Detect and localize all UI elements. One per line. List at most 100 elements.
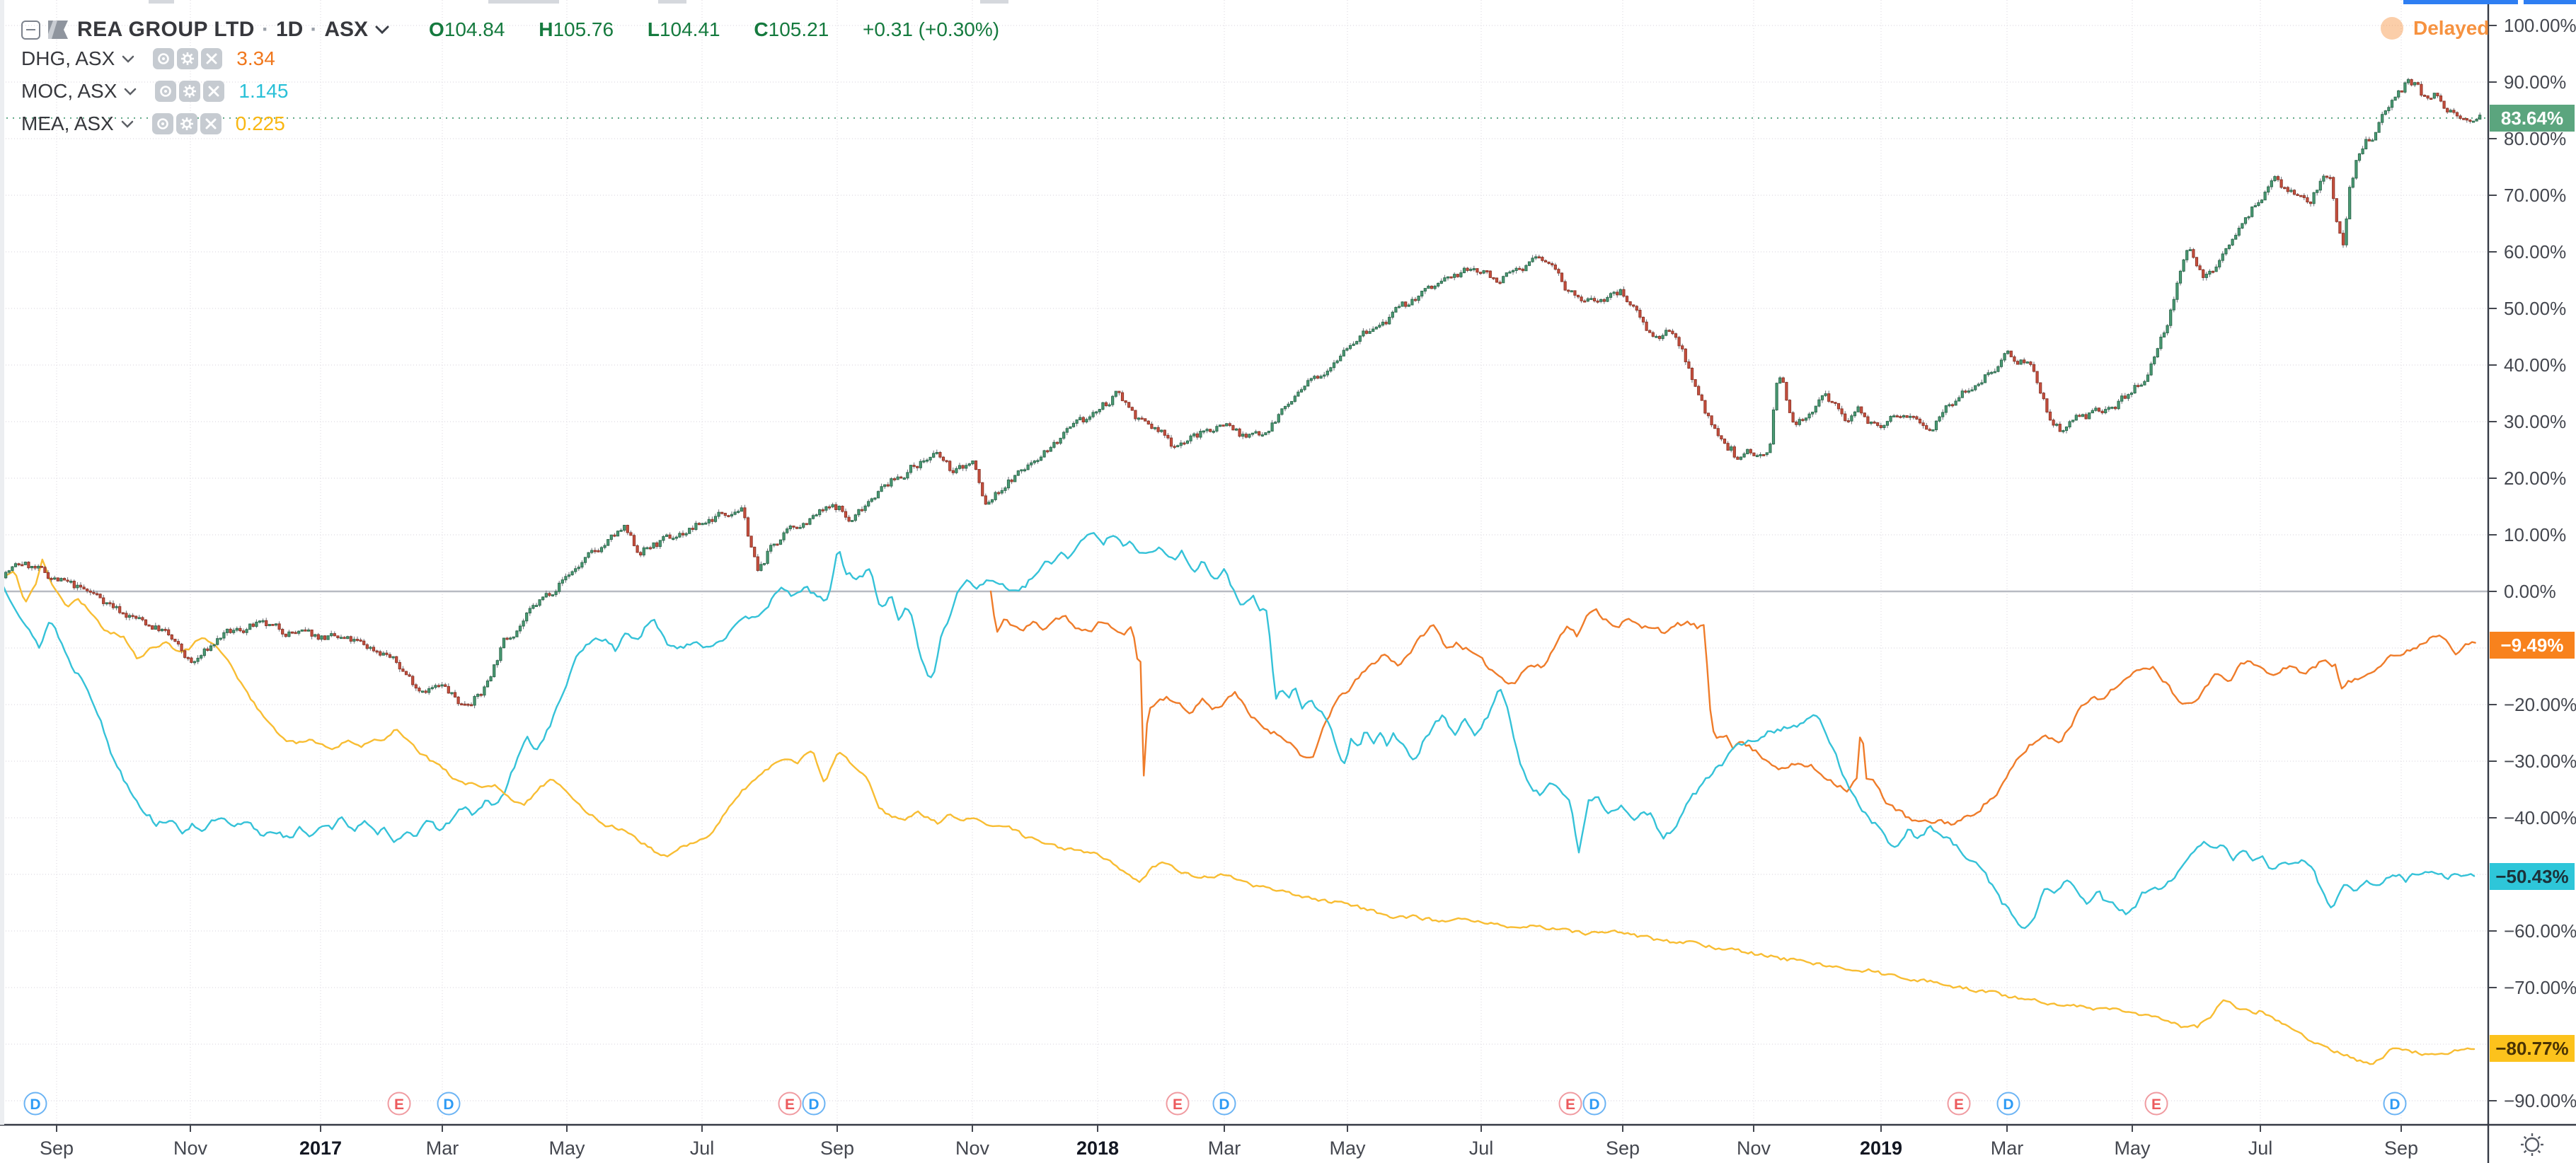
open-key: O bbox=[429, 18, 444, 40]
svg-text:2017: 2017 bbox=[299, 1138, 342, 1159]
svg-text:2019: 2019 bbox=[1860, 1138, 1902, 1159]
svg-text:50.00%: 50.00% bbox=[2504, 298, 2566, 319]
ohlc-values: O104.84 H105.76 L104.41 C105.21 +0.31 (+… bbox=[429, 18, 1013, 41]
svg-text:−70.00%: −70.00% bbox=[2504, 977, 2576, 998]
svg-text:Sep: Sep bbox=[1606, 1138, 1640, 1159]
delayed-status-icon bbox=[2381, 17, 2403, 40]
toolbar-fragment bbox=[980, 0, 1008, 4]
close-value: 105.21 bbox=[768, 18, 829, 40]
line-series-moc bbox=[0, 532, 2476, 930]
hide-series-button[interactable] bbox=[151, 113, 173, 134]
earnings-marker[interactable] bbox=[1166, 1092, 1190, 1116]
left-edge-strip bbox=[0, 0, 4, 1125]
svg-text:−20.00%: −20.00% bbox=[2504, 694, 2576, 715]
compare-legend-row: MEA, ASX 0.225 bbox=[21, 110, 285, 137]
svg-text:Mar: Mar bbox=[1208, 1138, 1241, 1159]
hide-series-button[interactable] bbox=[155, 81, 177, 102]
svg-text:D: D bbox=[443, 1097, 454, 1113]
title-separator: · bbox=[310, 18, 318, 41]
close-key: C bbox=[754, 18, 769, 40]
earnings-marker[interactable] bbox=[1558, 1092, 1582, 1116]
earnings-marker[interactable] bbox=[387, 1092, 411, 1116]
price-label-badge: −50.43% bbox=[2490, 863, 2575, 891]
legend-collapse-button[interactable] bbox=[21, 20, 40, 40]
svg-text:Sep: Sep bbox=[40, 1138, 74, 1159]
svg-text:E: E bbox=[785, 1097, 795, 1113]
toolbar-fragment bbox=[658, 0, 686, 4]
price-scale[interactable]: 83.64% −9.49% −50.43% −80.77% bbox=[2488, 0, 2576, 1163]
scale-settings-gear-icon[interactable] bbox=[2521, 1133, 2543, 1156]
svg-text:Sep: Sep bbox=[820, 1138, 854, 1159]
open-value: 104.84 bbox=[444, 18, 505, 40]
svg-text:E: E bbox=[2151, 1097, 2161, 1113]
dividend-marker[interactable] bbox=[2383, 1092, 2407, 1116]
compare-symbol-label[interactable]: DHG, ASX bbox=[21, 47, 115, 69]
remove-series-button[interactable] bbox=[203, 81, 225, 102]
earnings-marker[interactable] bbox=[778, 1092, 802, 1116]
remove-series-button[interactable] bbox=[200, 113, 222, 134]
low-value: 104.41 bbox=[659, 18, 720, 40]
svg-text:30.00%: 30.00% bbox=[2504, 411, 2566, 432]
chevron-down-icon[interactable] bbox=[124, 88, 137, 96]
svg-text:0.00%: 0.00% bbox=[2504, 581, 2556, 602]
interval-label[interactable]: 1D bbox=[275, 18, 304, 41]
svg-text:Nov: Nov bbox=[955, 1138, 990, 1159]
dividend-marker[interactable] bbox=[1582, 1092, 1606, 1116]
toolbar-fragment bbox=[488, 0, 559, 4]
svg-text:D: D bbox=[1219, 1097, 1229, 1113]
svg-text:−90.00%: −90.00% bbox=[2504, 1090, 2576, 1111]
compare-symbol-label[interactable]: MEA, ASX bbox=[21, 112, 114, 134]
delayed-data-badge[interactable]: Delayed bbox=[2381, 17, 2489, 40]
dividend-marker[interactable] bbox=[1212, 1092, 1236, 1116]
dividend-marker[interactable] bbox=[23, 1092, 47, 1116]
legend-row-buttons bbox=[155, 81, 227, 102]
hide-series-button[interactable] bbox=[153, 48, 175, 69]
high-key: H bbox=[539, 18, 553, 40]
compare-last-value: 3.34 bbox=[236, 47, 275, 69]
svg-text:Nov: Nov bbox=[173, 1138, 208, 1159]
svg-text:D: D bbox=[2003, 1097, 2013, 1113]
exchange-label[interactable]: ASX bbox=[324, 18, 368, 41]
earnings-marker[interactable] bbox=[1947, 1092, 1971, 1116]
price-label-badge: −80.77% bbox=[2490, 1035, 2575, 1063]
time-scale[interactable] bbox=[0, 1125, 2576, 1163]
dividend-marker[interactable] bbox=[1996, 1092, 2020, 1116]
price-scale-labels: 100.00% 90.00% 80.00% 70.00% 60.00% 50.00% 40.… bbox=[2488, 15, 2576, 1111]
chevron-down-icon[interactable] bbox=[121, 120, 134, 128]
svg-text:20.00%: 20.00% bbox=[2504, 468, 2566, 489]
earnings-marker[interactable] bbox=[2144, 1092, 2168, 1116]
svg-text:Jul: Jul bbox=[1469, 1138, 1494, 1159]
price-label-badge: 83.64% bbox=[2490, 104, 2575, 132]
svg-text:−40.00%: −40.00% bbox=[2504, 807, 2576, 828]
change-value: +0.31 (+0.30%) bbox=[863, 18, 1000, 40]
compare-legend-row: MOC, ASX 1.145 bbox=[21, 78, 288, 105]
svg-text:May: May bbox=[548, 1138, 585, 1159]
series-settings-button[interactable] bbox=[176, 113, 197, 134]
svg-text:E: E bbox=[1565, 1097, 1575, 1113]
svg-text:40.00%: 40.00% bbox=[2504, 354, 2566, 376]
rea-group-logo-icon bbox=[48, 21, 68, 39]
svg-text:2018: 2018 bbox=[1076, 1138, 1119, 1159]
svg-text:E: E bbox=[1954, 1097, 1964, 1113]
svg-text:−60.00%: −60.00% bbox=[2504, 920, 2576, 942]
horizontal-gridlines bbox=[0, 25, 2488, 1101]
chevron-down-icon[interactable] bbox=[375, 25, 389, 34]
svg-text:E: E bbox=[394, 1097, 404, 1113]
dividend-marker[interactable] bbox=[437, 1092, 461, 1116]
price-label-badge: −9.49% bbox=[2490, 631, 2575, 659]
compare-symbol-label[interactable]: MOC, ASX bbox=[21, 80, 117, 102]
chevron-down-icon[interactable] bbox=[122, 55, 134, 63]
dividend-marker[interactable] bbox=[802, 1092, 826, 1116]
delayed-label: Delayed bbox=[2413, 17, 2490, 39]
series-settings-button[interactable] bbox=[177, 48, 199, 69]
series-settings-button[interactable] bbox=[179, 81, 201, 102]
svg-text:60.00%: 60.00% bbox=[2504, 241, 2566, 262]
svg-text:100.00%: 100.00% bbox=[2504, 15, 2576, 36]
remove-series-button[interactable] bbox=[201, 48, 223, 69]
compare-last-value: 0.225 bbox=[235, 112, 285, 134]
symbol-title[interactable]: REA GROUP LTD bbox=[77, 18, 255, 41]
candlestick-series bbox=[1, 77, 2482, 709]
